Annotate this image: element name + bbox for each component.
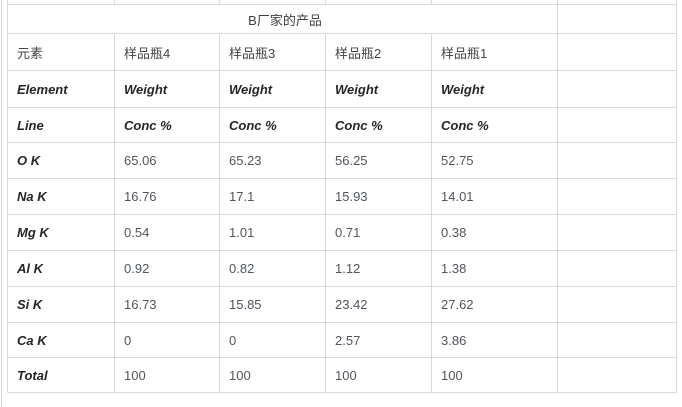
- cell[interactable]: 0.71: [325, 214, 432, 251]
- grid-tick: [557, 0, 558, 4]
- header-sample-2[interactable]: 样品瓶2: [325, 33, 432, 71]
- grid-tick: [431, 0, 432, 4]
- row-label[interactable]: O K: [7, 142, 115, 179]
- cell[interactable]: 23.42: [325, 286, 432, 323]
- cell[interactable]: 56.25: [325, 142, 432, 179]
- table-row-al-k: Al K 0.92 0.82 1.12 1.38: [7, 250, 678, 287]
- subheader-element-row: Element Weight Weight Weight Weight: [7, 70, 678, 108]
- cell[interactable]: 0: [219, 322, 326, 358]
- cell[interactable]: Weight: [430, 70, 559, 108]
- cell[interactable]: 52.75: [430, 142, 559, 179]
- cell[interactable]: 1.38: [430, 250, 559, 287]
- empty-cell[interactable]: [557, 214, 678, 251]
- cell[interactable]: 17.1: [219, 178, 326, 215]
- table-row-si-k: Si K 16.73 15.85 23.42 27.62: [7, 286, 678, 323]
- table-row-mg-k: Mg K 0.54 1.01 0.71 0.38: [7, 214, 678, 251]
- empty-cell[interactable]: [557, 357, 678, 393]
- header-sample-4[interactable]: 样品瓶4: [114, 33, 220, 71]
- table-title[interactable]: B厂家的产品: [6, 4, 559, 34]
- empty-cell[interactable]: [557, 322, 678, 358]
- row-label[interactable]: Ca K: [7, 322, 115, 358]
- subheader-label[interactable]: Line: [7, 107, 115, 143]
- cell[interactable]: Conc %: [325, 107, 432, 143]
- row-label[interactable]: Si K: [7, 286, 115, 323]
- header-sample-3[interactable]: 样品瓶3: [219, 33, 326, 71]
- title-row-empty-cell[interactable]: [557, 4, 678, 34]
- cell[interactable]: 0.92: [114, 250, 220, 287]
- empty-cell[interactable]: [557, 142, 678, 179]
- total-row: Total 100 100 100 100: [7, 357, 678, 393]
- empty-cell[interactable]: [557, 250, 678, 287]
- grid-tick: [219, 0, 220, 4]
- cell[interactable]: 65.23: [219, 142, 326, 179]
- grid-tick: [676, 0, 677, 4]
- cell[interactable]: 16.76: [114, 178, 220, 215]
- cell[interactable]: 3.86: [430, 322, 559, 358]
- cell[interactable]: 1.12: [325, 250, 432, 287]
- cell[interactable]: 100: [114, 357, 220, 393]
- grid-tick: [7, 0, 8, 4]
- header-row: 元素 样品瓶4 样品瓶3 样品瓶2 样品瓶1: [7, 33, 678, 71]
- cell[interactable]: 15.85: [219, 286, 326, 323]
- header-sample-1[interactable]: 样品瓶1: [430, 33, 559, 71]
- empty-cell[interactable]: [557, 107, 678, 143]
- row-label[interactable]: Na K: [7, 178, 115, 215]
- cell[interactable]: 100: [219, 357, 326, 393]
- cell[interactable]: 1.01: [219, 214, 326, 251]
- cell[interactable]: 0.82: [219, 250, 326, 287]
- header-empty-cell[interactable]: [557, 33, 678, 71]
- cell[interactable]: 0: [114, 322, 220, 358]
- table-row-ca-k: Ca K 0 0 2.57 3.86: [7, 322, 678, 358]
- table-row-na-k: Na K 16.76 17.1 15.93 14.01: [7, 178, 678, 215]
- cell[interactable]: 65.06: [114, 142, 220, 179]
- cell[interactable]: Conc %: [430, 107, 559, 143]
- header-element[interactable]: 元素: [7, 33, 115, 71]
- subheader-line-row: Line Conc % Conc % Conc % Conc %: [7, 107, 678, 143]
- cell[interactable]: 27.62: [430, 286, 559, 323]
- cell[interactable]: 15.93: [325, 178, 432, 215]
- title-row: B厂家的产品: [6, 4, 678, 34]
- empty-cell[interactable]: [557, 70, 678, 108]
- subheader-label[interactable]: Element: [7, 70, 115, 108]
- cell[interactable]: Weight: [325, 70, 432, 108]
- table-row-o-k: O K 65.06 65.23 56.25 52.75: [7, 142, 678, 179]
- total-label[interactable]: Total: [7, 357, 115, 393]
- grid-tick: [325, 0, 326, 4]
- cell[interactable]: Weight: [114, 70, 220, 108]
- row-label[interactable]: Al K: [7, 250, 115, 287]
- cell[interactable]: Conc %: [219, 107, 326, 143]
- row-label[interactable]: Mg K: [7, 214, 115, 251]
- cell[interactable]: 100: [325, 357, 432, 393]
- cell[interactable]: Conc %: [114, 107, 220, 143]
- cell[interactable]: Weight: [219, 70, 326, 108]
- grid-tick: [114, 0, 115, 4]
- eds-analysis-table: B厂家的产品 元素 样品瓶4 样品瓶3 样品瓶2 样品瓶1 Element We…: [6, 4, 678, 393]
- empty-cell[interactable]: [557, 286, 678, 323]
- cell[interactable]: 2.57: [325, 322, 432, 358]
- cell[interactable]: 100: [430, 357, 559, 393]
- cell[interactable]: 16.73: [114, 286, 220, 323]
- screen-left-edge-line: [1, 0, 2, 407]
- cell[interactable]: 0.38: [430, 214, 559, 251]
- cell[interactable]: 0.54: [114, 214, 220, 251]
- empty-cell[interactable]: [557, 178, 678, 215]
- cell[interactable]: 14.01: [430, 178, 559, 215]
